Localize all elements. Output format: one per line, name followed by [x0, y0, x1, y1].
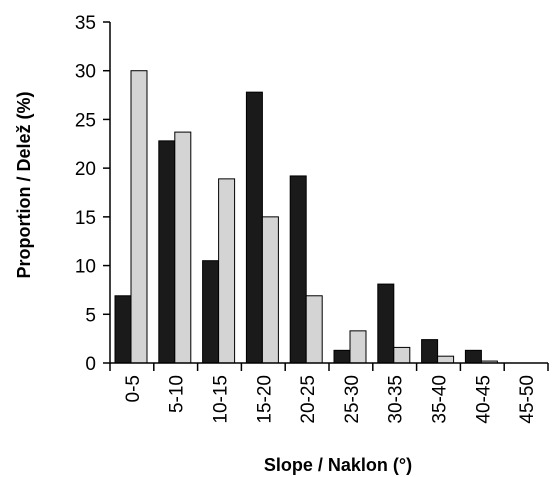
y-tick-label-25: 25 — [75, 110, 96, 131]
x-axis-title: Slope / Naklon (°) — [264, 455, 412, 475]
bar-series-2-15-20 — [261, 216, 279, 364]
x-tick-label-10-15: 10-15 — [211, 375, 232, 424]
y-tick-label-15: 15 — [75, 208, 96, 229]
bar-series-1-15-20 — [245, 91, 263, 364]
bar-series-2-30-35 — [393, 346, 411, 364]
y-tick-label-5: 5 — [85, 305, 96, 326]
bar-series-2-25-30 — [349, 330, 367, 364]
bar-series-2-10-15 — [218, 178, 236, 364]
bar-series-1-0-5 — [114, 295, 132, 364]
bar-series-1-5-10 — [158, 140, 176, 364]
y-tick-label-35: 35 — [75, 13, 96, 34]
bar-series-2-0-5 — [130, 70, 148, 364]
bar-series-2-35-40 — [437, 355, 455, 364]
bars-group — [114, 70, 498, 364]
bar-series-2-5-10 — [174, 131, 192, 364]
bar-series-1-25-30 — [333, 349, 351, 364]
x-tick-label-15-20: 15-20 — [254, 375, 275, 424]
x-tick-label-40-45: 40-45 — [473, 375, 494, 424]
y-tick-label-30: 30 — [75, 62, 96, 83]
bar-series-1-30-35 — [377, 283, 395, 364]
y-tick-label-0: 0 — [85, 354, 96, 375]
y-tick-label-10: 10 — [75, 257, 96, 278]
bar-series-1-10-15 — [202, 260, 220, 364]
bar-series-1-40-45 — [464, 349, 482, 364]
y-tick-label-20: 20 — [75, 159, 96, 180]
x-tick-label-25-30: 25-30 — [342, 375, 363, 424]
y-axis-title: Proportion / Delež (%) — [14, 91, 34, 278]
x-tick-label-35-40: 35-40 — [430, 375, 451, 424]
x-tick-label-0-5: 0-5 — [123, 375, 144, 402]
x-tick-label-20-25: 20-25 — [298, 375, 319, 424]
bar-series-2-20-25 — [305, 295, 323, 364]
x-tick-label-30-35: 30-35 — [386, 375, 407, 424]
x-tick-label-45-50: 45-50 — [517, 375, 538, 424]
ticks-group: 0 5 10 15 20 25 30 35 0-5 5-10 10-15 15-20 20-25 25-3… — [75, 13, 549, 424]
x-tick-label-5-10: 5-10 — [167, 375, 188, 413]
bar-series-1-35-40 — [421, 339, 439, 364]
bar-series-1-20-25 — [289, 175, 307, 364]
